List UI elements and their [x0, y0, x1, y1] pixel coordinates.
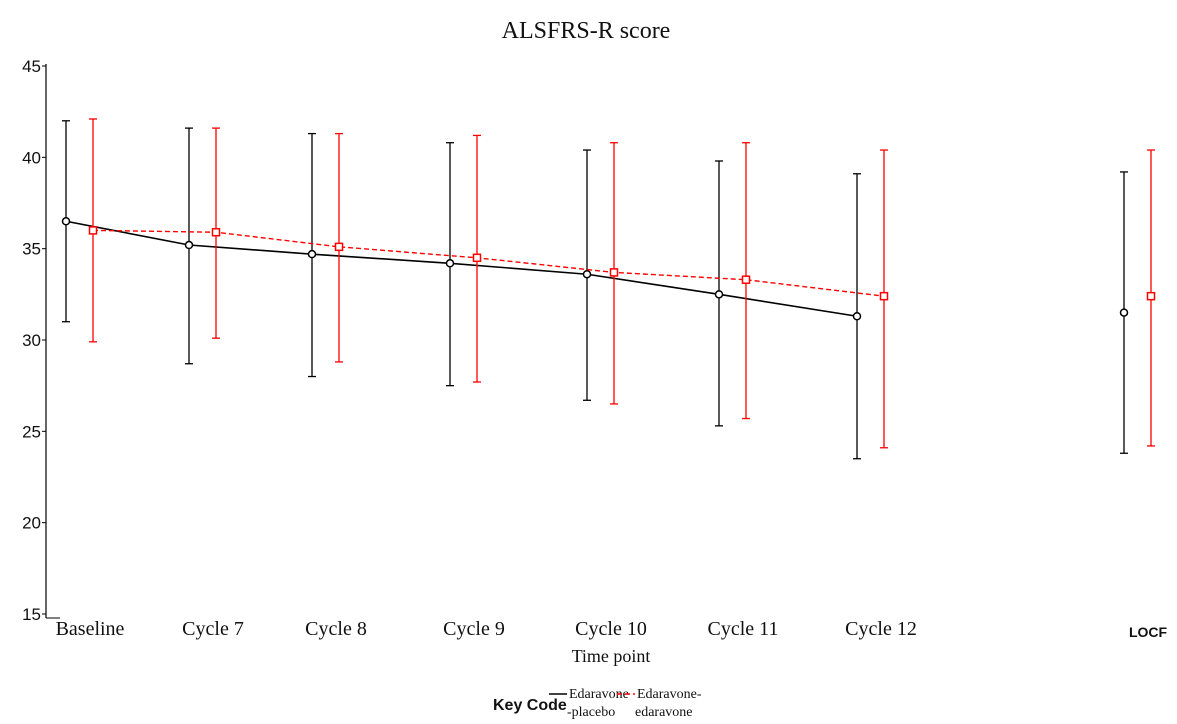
y-tick-label: 15 — [22, 605, 41, 624]
legend-label-0: Edaravone — [569, 687, 629, 702]
series-line — [65, 220, 858, 318]
y-tick-label: 30 — [22, 331, 41, 350]
x-tick-label: LOCF — [1129, 624, 1168, 640]
data-point — [852, 312, 862, 321]
data-point — [1146, 291, 1156, 301]
data-point — [211, 227, 221, 237]
x-tick-label: Cycle 8 — [305, 618, 367, 640]
y-tick-label: 20 — [22, 514, 41, 533]
chart-title: ALSFRS-R score — [502, 18, 671, 44]
axes: 15 20 25 30 35 40 45 Baseline Cycle 7 Cycle 8 Cycl… — [22, 57, 1167, 640]
legend-label-0-line2: -placebo — [567, 705, 615, 720]
x-tick-label: Baseline — [56, 618, 125, 640]
x-axis-label: Time point — [572, 646, 651, 666]
x-tick-label: Cycle 7 — [182, 618, 244, 640]
y-tick-label: 25 — [22, 422, 41, 441]
legend-title: Key Code — [493, 697, 567, 714]
data-point — [88, 226, 98, 235]
data-point — [472, 253, 482, 263]
data-point — [714, 290, 724, 299]
y-tick-label: 45 — [22, 57, 41, 76]
y-tick-label: 35 — [22, 240, 41, 259]
legend-label-1-line2: edaravone — [635, 705, 693, 720]
legend-label-1: Edaravone- — [637, 687, 702, 702]
x-tick-label: Cycle 9 — [443, 618, 505, 640]
series-0 — [61, 120, 1129, 460]
y-tick-label: 40 — [22, 148, 41, 167]
data-point — [1119, 308, 1129, 317]
data-point — [334, 242, 344, 252]
data-point — [445, 259, 455, 268]
x-tick-label: Cycle 10 — [575, 618, 647, 640]
data-point — [184, 240, 194, 250]
data-point — [582, 269, 592, 279]
data-point — [741, 275, 751, 284]
x-tick-label: Cycle 11 — [708, 618, 779, 640]
data-point — [61, 217, 71, 226]
series-layer — [61, 118, 1156, 460]
data-point — [307, 249, 317, 259]
data-point — [609, 268, 619, 277]
legend: Key Code Edaravone -placebo Edaravone-edar… — [493, 687, 702, 720]
data-point — [879, 291, 889, 301]
series-line — [92, 229, 885, 297]
series-1 — [88, 118, 1156, 449]
x-tick-label: Cycle 12 — [845, 618, 917, 640]
